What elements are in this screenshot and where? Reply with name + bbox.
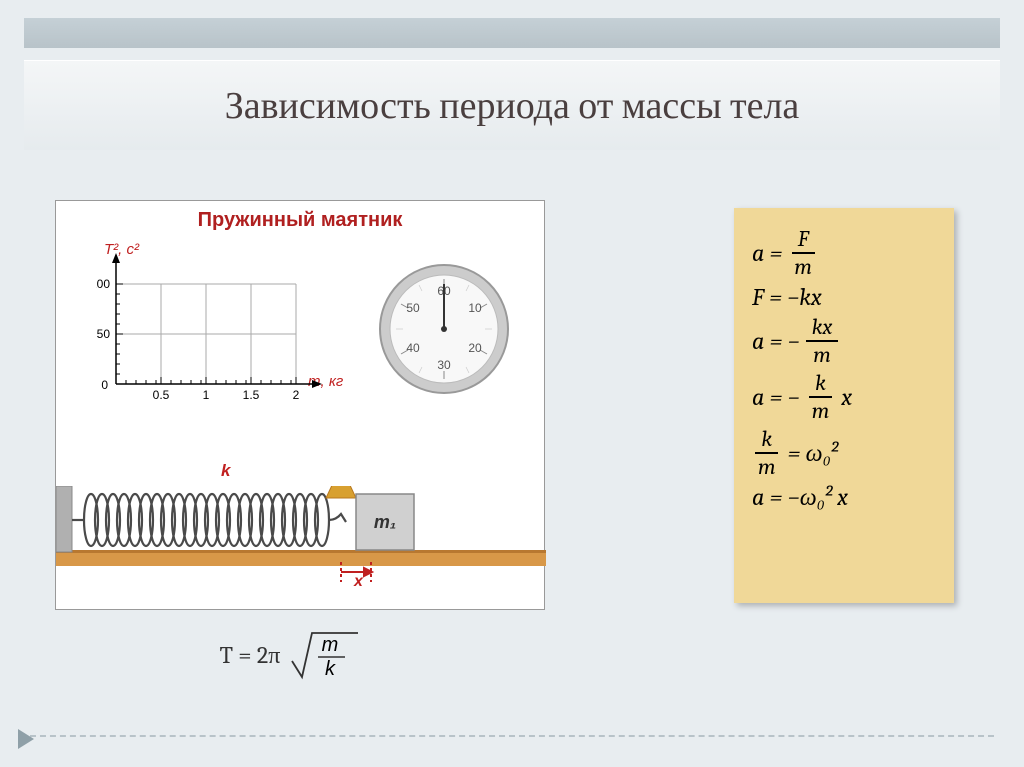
displacement-label: x — [354, 573, 363, 591]
equation-row: F = −kx — [752, 284, 936, 310]
footer-divider — [30, 735, 994, 737]
svg-text:20: 20 — [468, 341, 482, 355]
svg-text:2: 2 — [293, 388, 300, 399]
equation-row: a = − km x — [752, 372, 936, 422]
svg-text:10: 10 — [468, 301, 482, 315]
svg-text:1.5: 1.5 — [243, 388, 260, 399]
spring-mass-diagram: m₁ — [56, 486, 546, 586]
equation-row: a = − kxm — [752, 316, 936, 366]
svg-text:0.5: 0.5 — [153, 388, 170, 399]
stopwatch-icon: 60 10 20 30 40 50 — [374, 259, 514, 399]
title-bar: Зависимость периода от массы тела — [24, 60, 1000, 150]
chart-grid: 0 50 100 0.5 1 1.5 2 — [96, 249, 326, 399]
svg-text:40: 40 — [406, 341, 420, 355]
svg-text:30: 30 — [437, 358, 451, 372]
sqrt-icon: m k — [290, 627, 360, 683]
spring-constant-label: k — [221, 461, 230, 481]
top-accent-bar — [24, 18, 1000, 48]
period-formula: T = 2π m k — [200, 625, 380, 685]
svg-text:50: 50 — [97, 327, 111, 341]
page-title: Зависимость периода от массы тела — [225, 84, 800, 128]
corner-marker-icon — [18, 729, 34, 749]
svg-text:k: k — [325, 658, 336, 680]
svg-text:m₁: m₁ — [374, 512, 396, 532]
equation-row: a = −ω₀² x — [752, 484, 936, 510]
svg-text:50: 50 — [406, 301, 420, 315]
svg-text:0: 0 — [101, 378, 108, 392]
equations-panel: a = Fm F = −kx a = − kxm a = − km x km =… — [734, 208, 954, 603]
svg-text:m: m — [322, 634, 339, 656]
formula-lhs: T = 2π — [220, 641, 281, 670]
svg-text:1: 1 — [203, 388, 210, 399]
chart-title: Пружинный маятник — [56, 209, 544, 232]
svg-text:100: 100 — [96, 277, 110, 291]
equation-row: km = ω₀² — [752, 428, 936, 478]
equation-row: a = Fm — [752, 228, 936, 278]
diagram-panel: Пружинный маятник T², c² m, кг — [55, 200, 545, 610]
